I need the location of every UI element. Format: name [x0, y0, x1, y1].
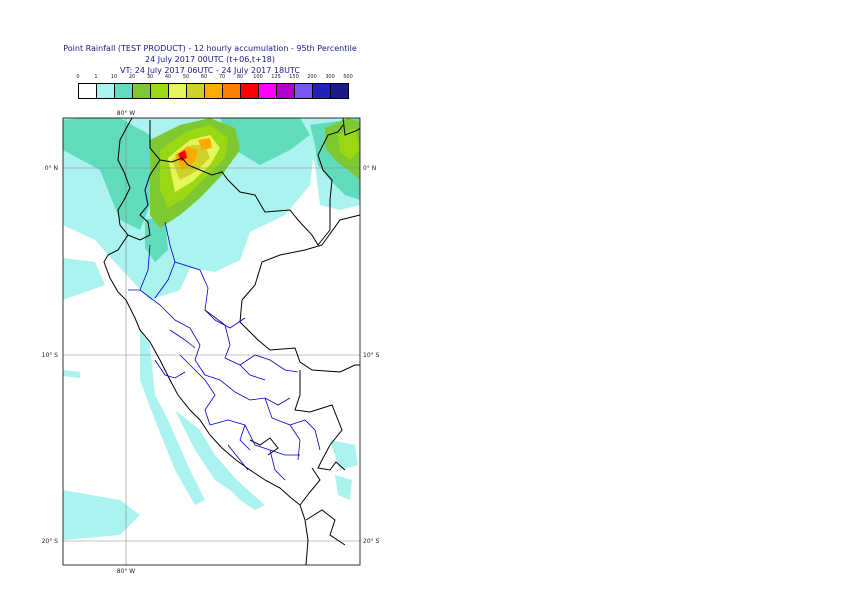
lon-label-top: 80° W: [117, 110, 136, 117]
legend-tick-label: 70: [218, 74, 226, 80]
lat-label-10-right: 10° S: [363, 352, 380, 359]
legend-tick-label: 40: [164, 74, 172, 80]
lat-label-20-right: 20° S: [363, 538, 380, 545]
lat-label-0-right: 0° N: [363, 165, 376, 172]
legend-tick-label: 10: [110, 74, 118, 80]
legend-tick-label: 125: [271, 74, 281, 80]
coastline-borders: [103, 117, 361, 566]
run-time-subtitle: 24 July 2017 00UTC (t+06,t+18): [145, 55, 275, 64]
department-boundaries: [128, 221, 321, 481]
map-frame: [62, 117, 361, 566]
lat-label-0-left: 0° N: [45, 165, 58, 172]
legend-tick-label: 60: [200, 74, 208, 80]
legend-tick-label: 20: [128, 74, 136, 80]
legend-tick-label: 200: [307, 74, 317, 80]
validity-time-subtitle: VT: 24 July 2017 06UTC - 24 July 2017 18…: [120, 66, 300, 75]
legend-tick-label: 500: [343, 74, 353, 80]
legend-tick-label: 0: [76, 74, 80, 80]
map-title: Point Rainfall (TEST PRODUCT) - 12 hourl…: [63, 44, 357, 53]
legend-tick-label: 150: [289, 74, 299, 80]
legend-tick-label: 50: [182, 74, 190, 80]
legend-tick-label: 100: [253, 74, 263, 80]
legend-tick-label: 300: [325, 74, 335, 80]
graticule: [63, 118, 360, 565]
lat-label-20-left: 20° S: [42, 538, 59, 545]
legend-tick-label: 1: [94, 74, 98, 80]
legend-swatch: [330, 83, 349, 99]
lon-label-bottom: 80° W: [117, 568, 136, 575]
lat-label-10-left: 10° S: [42, 352, 59, 359]
legend-tick-label: 80: [236, 74, 244, 80]
legend-tick-label: 30: [146, 74, 154, 80]
color-scale-legend: 0 1 10 20 30 40 50 60 70 80 100 125 150 200 300 500: [76, 74, 353, 102]
